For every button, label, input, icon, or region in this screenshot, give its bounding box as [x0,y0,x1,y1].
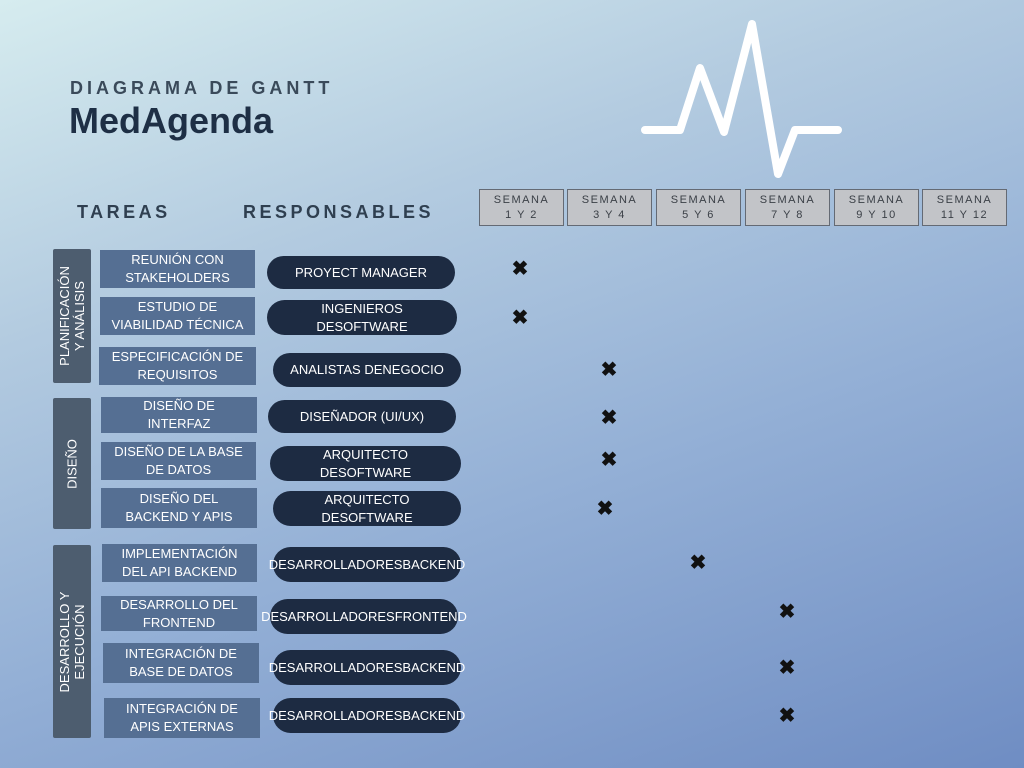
task-integracion-apis-externas: INTEGRACIÓN DE APIS EXTERNAS [104,698,260,738]
responsible-badge: DESARROLLADORESBACKEND [269,547,465,582]
phase-desarrollo: DESARROLLO Y EJECUCIÓN [53,545,91,738]
task-mark: ✖ [778,601,796,623]
week-header-11-12: SEMANA 11 Y 12 [922,189,1007,226]
task-implementacion-api: IMPLEMENTACIÓN DEL API BACKEND [102,544,257,582]
task-desarrollo-frontend: DESARROLLO DEL FRONTEND [101,596,257,631]
week-header-3-4: SEMANA 3 Y 4 [567,189,652,226]
responsible-badge: DISEÑADOR (UI/UX) [268,400,456,433]
task-diseno-base-datos: DISEÑO DE LA BASE DE DATOS [101,442,256,480]
task-diseno-interfaz: DISEÑO DE INTERFAZ [101,397,257,433]
task-mark: ✖ [778,657,796,679]
week-header-5-6: SEMANA 5 Y 6 [656,189,741,226]
task-mark: ✖ [511,258,529,280]
responsible-badge: DESARROLLADORESBACKEND [269,650,465,685]
task-mark: ✖ [600,449,618,471]
task-mark: ✖ [511,307,529,329]
task-mark: ✖ [596,498,614,520]
responsible-badge: DESARROLLADORESBACKEND [269,698,465,733]
responsibles-column-header: RESPONSABLES [243,202,435,222]
week-header-7-8: SEMANA 7 Y 8 [745,189,830,226]
responsible-badge: INGENIEROS DESOFTWARE [267,300,457,335]
tasks-column-header: TAREAS [77,202,171,222]
task-mark: ✖ [778,705,796,727]
phase-planificacion: PLANIFICACIÓN Y ANÁLISIS [53,249,91,383]
diagram-subtitle: DIAGRAMA DE GANTT [70,78,334,98]
responsible-badge: ANALISTAS DENEGOCIO [273,353,461,387]
task-mark: ✖ [600,359,618,381]
task-mark: ✖ [689,552,707,574]
task-especificacion-requisitos: ESPECIFICACIÓN DE REQUISITOS [99,347,256,385]
project-title: MedAgenda [69,100,274,141]
week-header-9-10: SEMANA 9 Y 10 [834,189,919,226]
task-mark: ✖ [600,407,618,429]
task-integracion-base-datos: INTEGRACIÓN DE BASE DE DATOS [103,643,259,683]
task-diseno-backend-apis: DISEÑO DEL BACKEND Y APIS [101,488,257,528]
task-estudio-viabilidad: ESTUDIO DE VIABILIDAD TÉCNICA [100,297,255,335]
task-reunion-stakeholders: REUNIÓN CON STAKEHOLDERS [100,250,255,288]
responsible-badge: DESARROLLADORESFRONTEND [261,599,467,634]
heartbeat-icon [641,20,842,178]
week-header-1-2: SEMANA 1 Y 2 [479,189,564,226]
phase-diseno: DISEÑO [53,398,91,529]
responsible-badge: PROYECT MANAGER [267,256,455,289]
responsible-badge: ARQUITECTO DESOFTWARE [270,446,461,481]
responsible-badge: ARQUITECTO DESOFTWARE [273,491,461,526]
